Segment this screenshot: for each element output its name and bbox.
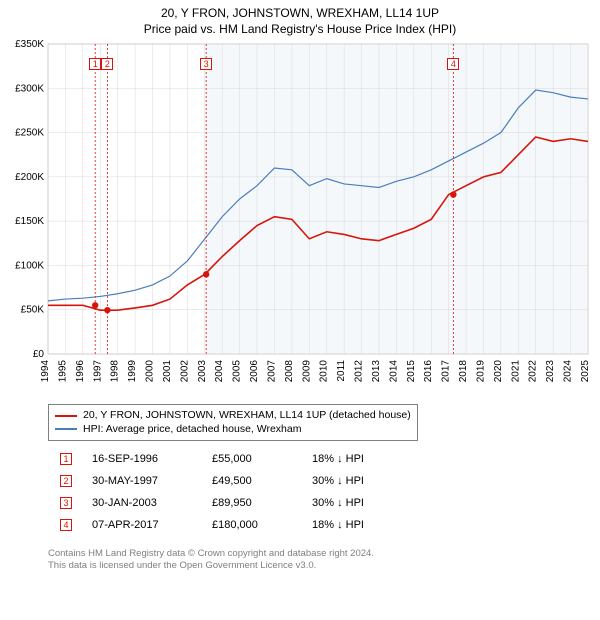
y-tick-label: £50K [21, 305, 45, 316]
sale-marker-dot [450, 191, 456, 197]
legend-label: 20, Y FRON, JOHNSTOWN, WREXHAM, LL14 1UP… [83, 409, 411, 423]
x-tick-label: 2012 [354, 360, 365, 383]
x-tick-label: 2004 [214, 360, 225, 383]
x-tick-label: 1999 [127, 360, 138, 383]
sales-date: 30-JAN-2003 [92, 497, 212, 509]
x-tick-label: 2010 [319, 360, 330, 383]
x-tick-label: 2017 [441, 360, 452, 383]
x-tick-label: 2003 [197, 360, 208, 383]
sales-table: 116-SEP-1996£55,00018% ↓ HPI230-MAY-1997… [60, 448, 412, 536]
x-tick-label: 2006 [249, 360, 260, 383]
sales-delta: 30% ↓ HPI [312, 475, 412, 487]
x-tick-label: 2025 [580, 360, 591, 383]
x-tick-label: 1998 [110, 360, 121, 383]
sales-row: 4 07-APR-2017£180,00018% ↓ HPI [60, 514, 412, 536]
sales-row: 3 30-JAN-2003£89,95030% ↓ HPI [60, 492, 412, 514]
x-tick-label: 2005 [232, 360, 243, 383]
footer: Contains HM Land Registry data © Crown c… [48, 548, 374, 572]
footer-line2: This data is licensed under the Open Gov… [48, 560, 374, 572]
x-tick-label: 2022 [528, 360, 539, 383]
y-tick-label: £350K [15, 39, 44, 50]
legend-label: HPI: Average price, detached house, Wrex… [83, 423, 302, 437]
sales-delta: 18% ↓ HPI [312, 519, 412, 531]
legend-swatch [55, 415, 77, 417]
sales-row: 2 30-MAY-1997£49,50030% ↓ HPI [60, 470, 412, 492]
sales-price: £55,000 [212, 453, 312, 465]
sale-marker-label: 1 [89, 58, 101, 70]
x-tick-label: 2023 [545, 360, 556, 383]
sale-marker-label: 3 [200, 58, 212, 70]
y-tick-label: £250K [15, 128, 44, 139]
sale-marker-dot [104, 307, 110, 313]
x-tick-label: 2018 [458, 360, 469, 383]
y-tick-label: £0 [33, 349, 45, 360]
legend-item: HPI: Average price, detached house, Wrex… [55, 423, 411, 437]
legend: 20, Y FRON, JOHNSTOWN, WREXHAM, LL14 1UP… [48, 404, 418, 441]
sales-index: 4 [60, 519, 72, 531]
sale-marker-dot [203, 271, 209, 277]
x-tick-label: 2015 [406, 360, 417, 383]
legend-item: 20, Y FRON, JOHNSTOWN, WREXHAM, LL14 1UP… [55, 409, 411, 423]
sales-delta: 18% ↓ HPI [312, 453, 412, 465]
x-tick-label: 2009 [301, 360, 312, 383]
x-tick-label: 2024 [563, 360, 574, 383]
x-tick-label: 1994 [40, 360, 51, 383]
x-tick-label: 2016 [423, 360, 434, 383]
footer-line1: Contains HM Land Registry data © Crown c… [48, 548, 374, 560]
x-tick-label: 2013 [371, 360, 382, 383]
sales-price: £49,500 [212, 475, 312, 487]
sales-date: 30-MAY-1997 [92, 475, 212, 487]
y-tick-label: £150K [15, 216, 44, 227]
sales-index: 2 [60, 475, 72, 487]
sales-row: 1 16-SEP-1996£55,00018% ↓ HPI [60, 448, 412, 470]
x-tick-label: 1995 [57, 360, 68, 383]
x-tick-label: 2007 [266, 360, 277, 383]
sales-index: 1 [60, 453, 72, 465]
x-tick-label: 2020 [493, 360, 504, 383]
chart-container: { "title": "20, Y FRON, JOHNSTOWN, WREXH… [0, 0, 600, 620]
sales-date: 07-APR-2017 [92, 519, 212, 531]
x-tick-label: 2002 [179, 360, 190, 383]
x-tick-label: 2019 [475, 360, 486, 383]
sales-delta: 30% ↓ HPI [312, 497, 412, 509]
x-tick-label: 2021 [510, 360, 521, 383]
y-tick-label: £100K [15, 260, 44, 271]
legend-swatch [55, 428, 77, 430]
sales-index: 3 [60, 497, 72, 509]
sales-price: £89,950 [212, 497, 312, 509]
x-tick-label: 1996 [75, 360, 86, 383]
sales-date: 16-SEP-1996 [92, 453, 212, 465]
sale-marker-dot [92, 302, 98, 308]
sale-marker-label: 4 [447, 58, 459, 70]
sales-price: £180,000 [212, 519, 312, 531]
y-tick-label: £200K [15, 172, 44, 183]
y-tick-label: £300K [15, 83, 44, 94]
x-tick-label: 1997 [92, 360, 103, 383]
x-tick-label: 2011 [336, 360, 347, 382]
x-tick-label: 2001 [162, 360, 173, 383]
x-tick-label: 2008 [284, 360, 295, 383]
x-tick-label: 2014 [388, 360, 399, 383]
x-tick-label: 2000 [145, 360, 156, 383]
sale-marker-label: 2 [101, 58, 113, 70]
